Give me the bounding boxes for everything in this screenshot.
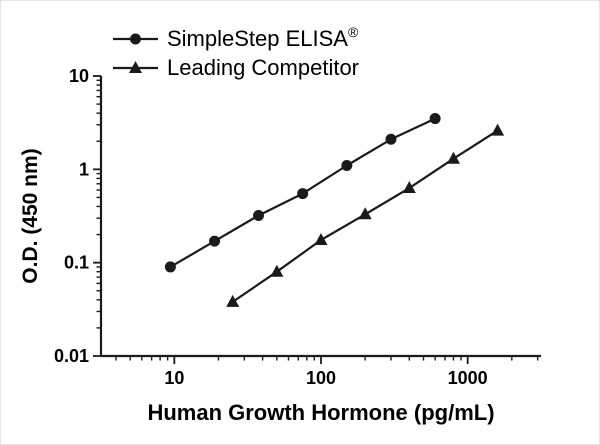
data-point-triangle (491, 123, 505, 136)
y-tick-label: 1 (79, 159, 89, 179)
x-tick-label: 100 (306, 368, 336, 388)
data-point-triangle (226, 294, 240, 307)
data-point-triangle (270, 264, 284, 277)
data-point-triangle (314, 232, 328, 245)
x-tick-label: 10 (164, 368, 184, 388)
registered-mark: ® (348, 24, 359, 40)
data-point-triangle (402, 181, 416, 194)
data-point-triangle (358, 207, 372, 220)
legend-item: SimpleStep ELISA® (113, 24, 359, 51)
data-point-circle (253, 210, 265, 222)
legend-label: SimpleStep ELISA® (167, 24, 359, 51)
legend-item: Leading Competitor (113, 55, 359, 80)
y-tick-label: 10 (69, 66, 89, 86)
data-point-triangle (446, 151, 460, 164)
data-point-circle (209, 235, 221, 247)
y-tick-label: 0.1 (64, 253, 89, 273)
series-1 (226, 123, 505, 307)
data-point-circle (341, 159, 353, 171)
data-point-triangle (129, 61, 142, 73)
series-0 (164, 113, 441, 273)
x-tick-label: 1000 (448, 368, 488, 388)
legend-label: Leading Competitor (167, 55, 359, 80)
data-point-circle (429, 113, 441, 125)
data-point-circle (297, 188, 309, 200)
data-point-circle (385, 133, 397, 145)
y-tick-label: 0.01 (54, 346, 89, 366)
y-axis-title: O.D. (450 nm) (19, 148, 42, 283)
x-axis-title: Human Growth Hormone (pg/mL) (147, 400, 494, 425)
data-point-circle (130, 33, 141, 45)
data-point-circle (164, 261, 176, 273)
